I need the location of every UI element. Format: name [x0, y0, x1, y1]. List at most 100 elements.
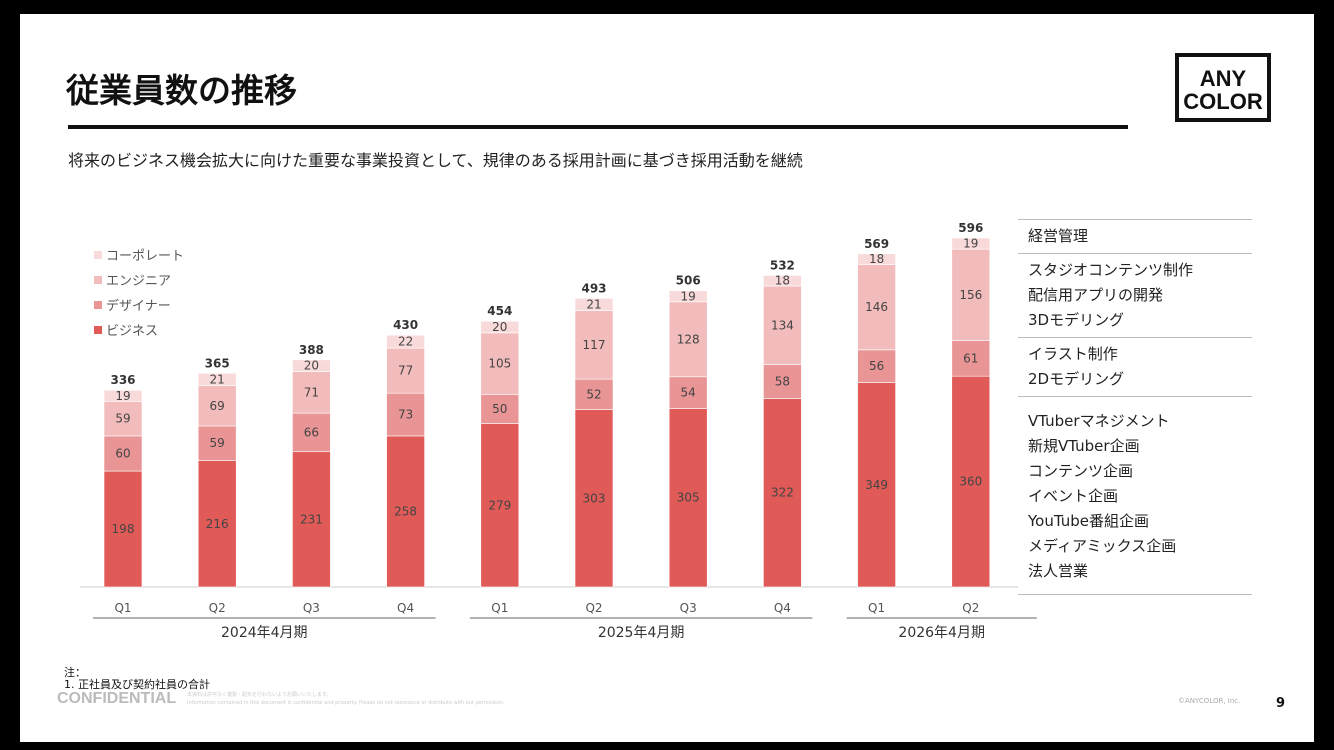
role-item: 新規VTuber企画 [1028, 437, 1140, 455]
legend-label: デザイナー [106, 299, 171, 314]
data-label: 156 [959, 288, 982, 302]
data-label: 258 [394, 504, 417, 518]
logo-line1: ANY [1199, 66, 1247, 91]
data-label: 61 [963, 351, 978, 365]
bar-segment [574, 310, 614, 380]
bar-segment [857, 253, 896, 265]
data-label: 349 [865, 478, 888, 492]
x-tick-label: Q4 [774, 601, 791, 615]
role-item: 2Dモデリング [1028, 370, 1125, 388]
group-label: 2026年4月期 [898, 625, 985, 641]
role-item: 3Dモデリング [1028, 311, 1125, 329]
anycolor-logo: ANY COLOR [1175, 53, 1271, 122]
total-label: 506 [676, 274, 701, 288]
bar-segment [103, 435, 143, 472]
bar-segment [574, 298, 614, 311]
bar-segment [480, 423, 520, 588]
bar-segment [951, 237, 991, 250]
slide: 従業員数の推移 ANY COLOR 将来のビジネス機会拡大に向けた重要な事業投資と… [20, 14, 1314, 742]
role-group: スタジオコンテンツ制作 配信用アプリの開発 3Dモデリング [1018, 253, 1252, 337]
bar-segment [668, 290, 708, 303]
role-item: メディアミックス企画 [1028, 537, 1177, 555]
data-label: 58 [775, 374, 790, 388]
role-item: VTuberマネジメント [1028, 412, 1170, 430]
role-item: コンテンツ企画 [1028, 462, 1134, 480]
x-tick-label: Q1 [491, 601, 508, 615]
bar-segment [480, 320, 520, 334]
data-label: 146 [865, 300, 888, 314]
total-label: 430 [393, 318, 418, 332]
legend-label: ビジネス [106, 324, 159, 339]
bar-segment [292, 451, 331, 588]
role-item: 法人営業 [1028, 562, 1089, 580]
bar-segment [197, 425, 237, 461]
confidential-label: CONFIDENTIAL [57, 690, 177, 707]
bar-segment [480, 394, 520, 424]
bar-segment [574, 409, 614, 588]
bar-segment [197, 385, 237, 427]
bar-segment [763, 285, 802, 365]
data-label: 21 [210, 372, 225, 386]
legend-swatch [94, 275, 102, 284]
data-label: 134 [771, 318, 794, 332]
bar-segment [480, 332, 520, 395]
x-tick-label: Q2 [585, 601, 602, 615]
note-head: 注： [64, 666, 86, 679]
disclaimer-en: Information contained in this document i… [187, 700, 505, 706]
bar-segment [292, 371, 331, 414]
bar-segment [951, 340, 991, 377]
data-label: 20 [304, 359, 319, 373]
bar-segment [668, 408, 708, 588]
legend: コーポレート エンジニアデザイナービジネス [94, 242, 184, 342]
disclaimer-jp: 本資料は許可なく複製・配布を行わないようお願いいたします。 [187, 692, 332, 698]
data-label: 305 [677, 491, 700, 505]
data-label: 19 [681, 289, 696, 303]
data-label: 22 [398, 335, 413, 349]
data-label: 59 [115, 412, 130, 426]
data-label: 77 [398, 364, 413, 378]
data-label: 322 [771, 486, 794, 500]
legend-label: コーポレート [106, 249, 185, 264]
data-label: 71 [304, 385, 319, 399]
bar-segment [386, 334, 425, 349]
total-label: 365 [205, 356, 230, 370]
legend-swatch [94, 325, 102, 334]
bar-segment [763, 275, 802, 287]
bar-segment [763, 364, 802, 399]
legend-swatch [94, 250, 102, 259]
page-title: 従業員数の推移 [66, 71, 297, 110]
data-label: 54 [681, 386, 696, 400]
role-item: イベント企画 [1028, 487, 1119, 505]
role-item: スタジオコンテンツ制作 [1028, 261, 1194, 279]
bar-segment [103, 470, 143, 588]
page-number: 9 [1276, 696, 1286, 711]
role-panel: 経営管理 スタジオコンテンツ制作 配信用アプリの開発 3Dモデリング イラスト制作 2Dモ… [1018, 219, 1252, 595]
data-label: 105 [488, 357, 511, 371]
data-label: 50 [492, 402, 507, 416]
legend-item: エンジニア [94, 267, 184, 292]
x-tick-label: Q1 [114, 601, 131, 615]
data-label: 18 [869, 252, 884, 266]
total-label: 454 [487, 304, 512, 318]
data-label: 279 [488, 498, 511, 512]
group-label: 2024年4月期 [221, 625, 308, 641]
subtitle: 将来のビジネス機会拡大に向けた重要な事業投資として、規律のある採用計画に基づき採… [68, 151, 803, 170]
x-tick-label: Q3 [303, 601, 320, 615]
legend-item: デザイナー [94, 292, 184, 317]
legend-label: エンジニア [106, 274, 172, 289]
role-panel-bottom-rule [1018, 594, 1252, 595]
x-tick-label: Q3 [680, 601, 697, 615]
role-item: 経営管理 [1028, 227, 1089, 245]
bar-segment [951, 248, 991, 341]
bar-segment [857, 349, 896, 383]
bar-segment [197, 460, 237, 588]
title-rule [68, 125, 1128, 129]
bar-segment [292, 359, 331, 372]
group-label: 2025年4月期 [598, 625, 685, 641]
data-label: 360 [959, 475, 982, 489]
bar-segment [857, 382, 896, 588]
data-label: 73 [398, 408, 413, 422]
bar-segment [668, 301, 708, 378]
x-tick-label: Q1 [868, 601, 885, 615]
x-tick-label: Q2 [962, 601, 979, 615]
